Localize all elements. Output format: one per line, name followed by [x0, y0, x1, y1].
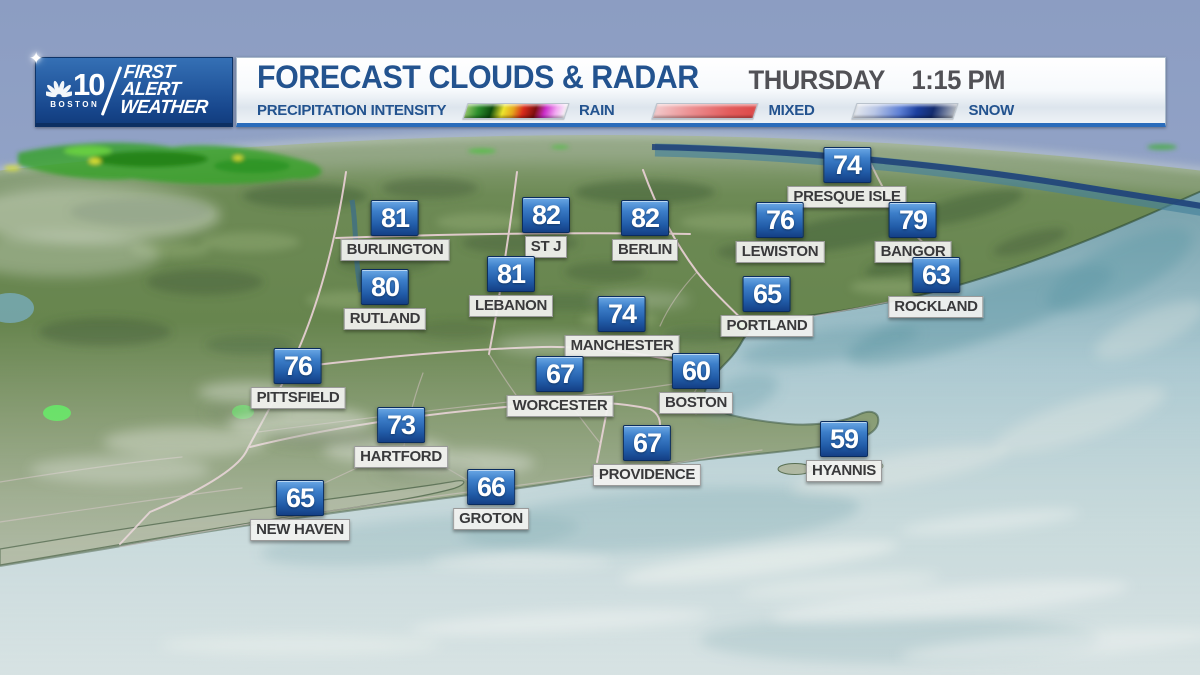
- city-name: ST J: [524, 236, 568, 258]
- temperature-value: 81: [370, 200, 419, 236]
- city-temp-marker: 81 LEBANON: [468, 256, 554, 317]
- temperature-value: 80: [360, 269, 409, 305]
- temperature-value: 74: [822, 147, 871, 183]
- city-temp-marker: 76 PITTSFIELD: [250, 348, 346, 409]
- station-mark: 10 BOSTON: [46, 67, 106, 109]
- city-temp-marker: 79 BANGOR: [874, 202, 952, 263]
- st-lawrence-channel: [651, 144, 1200, 209]
- city-temp-marker: 65 PORTLAND: [720, 276, 814, 337]
- city-name: RUTLAND: [343, 308, 427, 330]
- cloud-patches: [0, 187, 1200, 495]
- city-name: ROCKLAND: [888, 296, 984, 318]
- city-name: PRESQUE ISLE: [787, 186, 907, 208]
- city-temp-marker: 80 RUTLAND: [343, 269, 427, 330]
- city-temp-marker: 73 HARTFORD: [354, 407, 448, 468]
- city-name: LEBANON: [468, 295, 554, 317]
- city-name: PROVIDENCE: [592, 464, 702, 486]
- temperature-value: 67: [623, 425, 671, 461]
- city-name: WORCESTER: [506, 395, 614, 417]
- brand-line-1: FIRST ALERT: [121, 62, 182, 101]
- title-bar: FORECAST CLOUDS & RADAR THURSDAY 1:15 PM…: [236, 57, 1166, 127]
- city-temp-marker: 82 BERLIN: [611, 200, 679, 261]
- temperature-value: 76: [274, 348, 322, 384]
- temperature-value: 82: [620, 200, 669, 236]
- datetime: THURSDAY 1:15 PM: [748, 65, 1005, 96]
- city-name: NEW HAVEN: [250, 519, 350, 541]
- legend-item-rain: RAIN: [462, 102, 615, 119]
- city-temp-marker: 67 PROVIDENCE: [592, 425, 702, 486]
- temperature-value: 59: [820, 421, 868, 457]
- city-temp-marker: 67 WORCESTER: [506, 356, 614, 417]
- city-name: BOSTON: [658, 392, 734, 414]
- city-temp-marker: 76 LEWISTON: [735, 202, 825, 263]
- ocean-cloud-streaks: [160, 509, 1200, 663]
- temperature-value: 65: [743, 276, 791, 312]
- day-label: THURSDAY: [748, 65, 885, 95]
- city-name: BURLINGTON: [340, 239, 450, 261]
- city-name: HARTFORD: [354, 446, 448, 468]
- temperature-value: 73: [376, 407, 425, 443]
- legend-items: RAIN MIXED SNOW: [455, 102, 1157, 119]
- nbc-peacock-icon: [46, 80, 72, 97]
- city-temp-marker: 60 BOSTON: [658, 353, 734, 414]
- temperature-value: 81: [486, 256, 535, 292]
- temperature-value: 67: [536, 356, 584, 392]
- legend-title: PRECIPITATION INTENSITY: [257, 102, 447, 119]
- time-label: 1:15 PM: [911, 65, 1005, 95]
- brand-line-2: WEATHER: [119, 97, 210, 119]
- city-temp-marker: 66 GROTON: [453, 469, 529, 530]
- legend-item-mixed: MIXED: [651, 102, 815, 119]
- temperature-value: 65: [275, 480, 324, 516]
- temperature-value: 82: [522, 197, 570, 233]
- mixed-intensity-bar: [651, 102, 760, 119]
- temperature-value: 60: [671, 353, 720, 389]
- station-number: 10: [73, 67, 106, 103]
- temperature-value: 63: [912, 257, 960, 293]
- brand-text: FIRST ALERT WEATHER: [119, 62, 231, 119]
- west-lake: [0, 293, 34, 323]
- city-temp-marker: 59 HYANNIS: [805, 421, 883, 482]
- temperature-value: 79: [889, 202, 937, 238]
- temperature-value: 76: [756, 202, 804, 238]
- station-market: BOSTON: [50, 99, 100, 109]
- temperature-value: 66: [466, 469, 515, 505]
- city-temp-marker: 81 BURLINGTON: [340, 200, 450, 261]
- radar-echoes: [4, 142, 1177, 185]
- rain-intensity-bar: [462, 102, 570, 119]
- city-temp-marker: 74 MANCHESTER: [564, 296, 680, 357]
- city-name: PORTLAND: [720, 315, 814, 337]
- legend-item-label: MIXED: [768, 102, 815, 119]
- city-name: HYANNIS: [805, 460, 883, 482]
- header-bar: ✦ 10 BOSTON: [29, 49, 1166, 127]
- city-name: GROTON: [453, 508, 529, 530]
- snow-intensity-bar: [851, 102, 960, 119]
- city-name: LEWISTON: [735, 241, 825, 263]
- city-temp-marker: 74 PRESQUE ISLE: [787, 147, 907, 208]
- legend-item-label: SNOW: [968, 102, 1014, 119]
- precip-legend: PRECIPITATION INTENSITY RAIN MIXED SNOW: [257, 101, 1157, 120]
- city-temp-marker: 63 ROCKLAND: [888, 257, 984, 318]
- city-name: MANCHESTER: [564, 335, 680, 357]
- city-name: PITTSFIELD: [250, 387, 346, 409]
- city-temp-marker: 82 ST J: [522, 197, 570, 258]
- temperature-value: 74: [598, 296, 646, 332]
- sparkle-glint: ✦: [29, 49, 44, 68]
- page-title: FORECAST CLOUDS & RADAR: [257, 59, 699, 95]
- legend-item-label: RAIN: [579, 102, 615, 119]
- legend-item-snow: SNOW: [851, 102, 1014, 119]
- city-temp-marker: 65 NEW HAVEN: [250, 480, 350, 541]
- city-name: BERLIN: [611, 239, 679, 261]
- station-logo: 10 BOSTON FIRST ALERT WEATHER: [35, 57, 233, 127]
